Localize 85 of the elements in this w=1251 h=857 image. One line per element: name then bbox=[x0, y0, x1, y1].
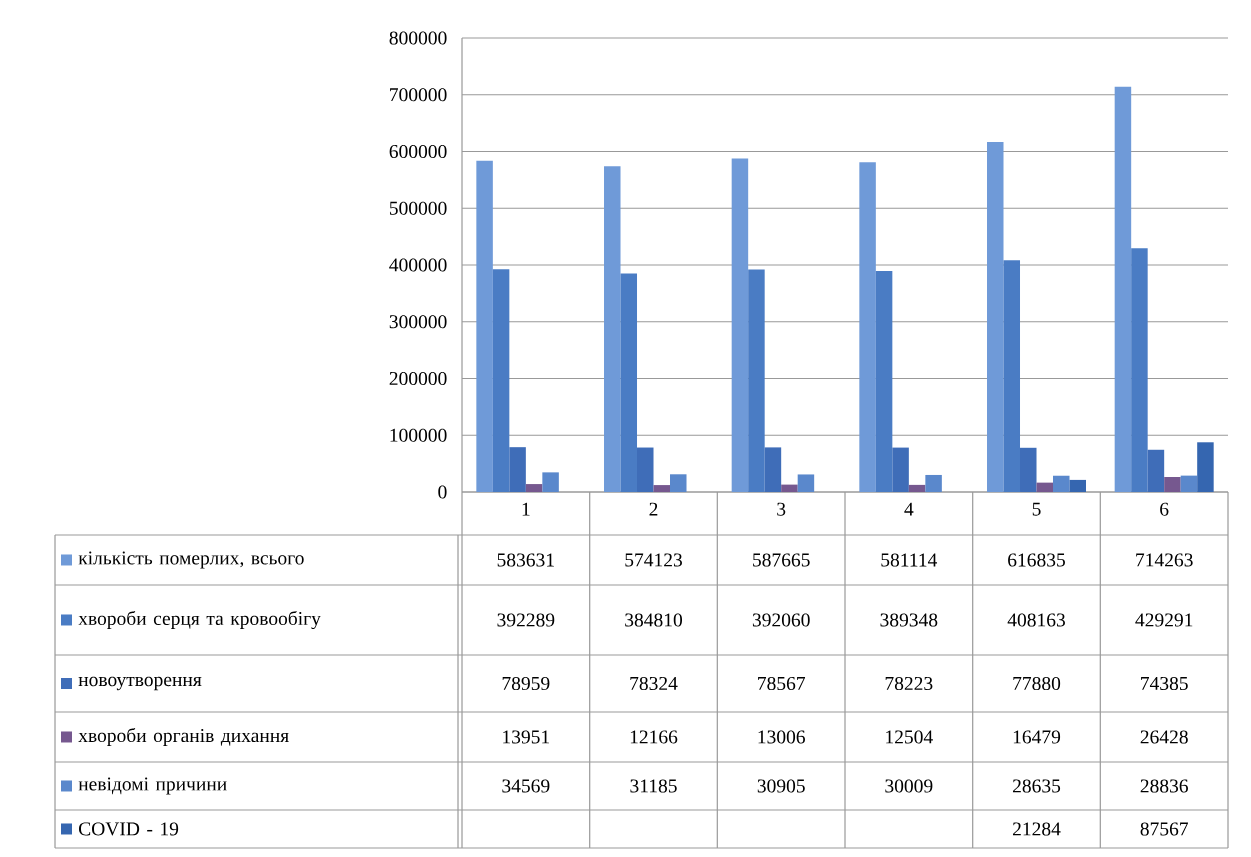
bar bbox=[1069, 479, 1087, 492]
bar bbox=[1114, 86, 1132, 492]
data-label: 78959 bbox=[502, 676, 550, 691]
bar bbox=[797, 474, 815, 492]
bar bbox=[987, 141, 1004, 492]
data-label: 581114 bbox=[881, 553, 938, 567]
bar bbox=[620, 273, 638, 492]
bar bbox=[476, 160, 493, 492]
data-label: 78567 bbox=[758, 676, 806, 691]
data-label: 392060 bbox=[752, 613, 810, 627]
legend-label: новоутворення bbox=[78, 676, 202, 691]
bar bbox=[1164, 476, 1181, 492]
data-label: 30905 bbox=[757, 779, 805, 793]
bar bbox=[637, 447, 654, 492]
legend-label: хвороби органів дихання bbox=[78, 727, 289, 747]
data-label: 583631 bbox=[497, 553, 554, 567]
y-tick-label: 200000 bbox=[389, 371, 447, 386]
bar bbox=[781, 484, 798, 492]
bar bbox=[604, 166, 621, 492]
y-tick-label: 800000 bbox=[389, 31, 447, 45]
data-label: 74385 bbox=[1141, 676, 1188, 691]
data-label: 13951 bbox=[503, 730, 550, 744]
x-tick-label: 4 bbox=[904, 502, 914, 516]
x-tick-label: 2 bbox=[649, 502, 658, 516]
data-label: 28836 bbox=[1140, 779, 1188, 793]
y-tick-label: 400000 bbox=[389, 258, 447, 272]
bar bbox=[892, 447, 909, 492]
bar bbox=[1197, 442, 1214, 492]
y-tick-label: 0 bbox=[438, 485, 447, 499]
data-label: 21284 bbox=[1012, 822, 1061, 836]
x-tick-label: 1 bbox=[522, 502, 530, 516]
bar bbox=[542, 472, 559, 492]
data-label: 714263 bbox=[1136, 553, 1193, 567]
data-label: 26428 bbox=[1140, 730, 1188, 744]
y-tick-label: 100000 bbox=[390, 428, 447, 442]
bar bbox=[1036, 482, 1054, 492]
data-label: 78324 bbox=[630, 676, 678, 691]
bar bbox=[1003, 260, 1021, 492]
data-label: 78223 bbox=[885, 676, 933, 691]
bar bbox=[925, 474, 942, 492]
legend-label: невідомі причини bbox=[78, 777, 227, 795]
bar bbox=[1131, 248, 1148, 492]
data-label: 28635 bbox=[1012, 779, 1061, 793]
bar bbox=[748, 269, 765, 492]
data-label: 12504 bbox=[886, 730, 933, 744]
data-label: 429291 bbox=[1135, 613, 1193, 627]
data-label: 16479 bbox=[1013, 730, 1061, 744]
bar bbox=[492, 269, 510, 492]
bar bbox=[1147, 449, 1165, 492]
y-tick-label: 500000 bbox=[389, 201, 447, 215]
legend-label: кількість померлих, всього bbox=[78, 551, 304, 569]
legend-label: хвороби серця та кровообігу bbox=[78, 610, 321, 630]
data-label: 77880 bbox=[1013, 676, 1061, 691]
bar bbox=[509, 447, 526, 492]
bar bbox=[859, 162, 876, 492]
y-tick-label: 300000 bbox=[389, 315, 447, 329]
bar bbox=[525, 484, 543, 492]
bar bbox=[875, 271, 893, 492]
bar bbox=[1180, 475, 1198, 492]
y-tick-label: 700000 bbox=[390, 88, 447, 102]
bar bbox=[1020, 447, 1037, 492]
data-label: 30009 bbox=[885, 779, 933, 793]
bar bbox=[1053, 475, 1070, 492]
data-label: 587665 bbox=[753, 553, 810, 567]
data-label: 574123 bbox=[625, 553, 682, 567]
data-label: 13006 bbox=[758, 730, 805, 744]
data-label: 384810 bbox=[625, 613, 682, 627]
data-label: 392289 bbox=[497, 613, 555, 627]
data-label: 34569 bbox=[502, 779, 550, 793]
bar bbox=[908, 484, 926, 492]
x-tick-label: 3 bbox=[777, 502, 786, 516]
y-tick-label: 600000 bbox=[389, 144, 447, 159]
bar bbox=[670, 474, 687, 492]
x-tick-label: 6 bbox=[1160, 502, 1169, 516]
data-label: 31185 bbox=[630, 779, 677, 793]
data-label: 389348 bbox=[880, 613, 938, 627]
legend-label: COVID - 19 bbox=[79, 822, 179, 836]
bar bbox=[731, 158, 749, 492]
data-label: 408163 bbox=[1007, 613, 1065, 627]
bar bbox=[764, 447, 782, 492]
bar bbox=[653, 485, 671, 492]
x-tick-label: 5 bbox=[1032, 502, 1041, 516]
data-label: 12166 bbox=[630, 730, 678, 744]
data-label: 616835 bbox=[1008, 553, 1065, 567]
data-label: 87567 bbox=[1140, 822, 1189, 836]
